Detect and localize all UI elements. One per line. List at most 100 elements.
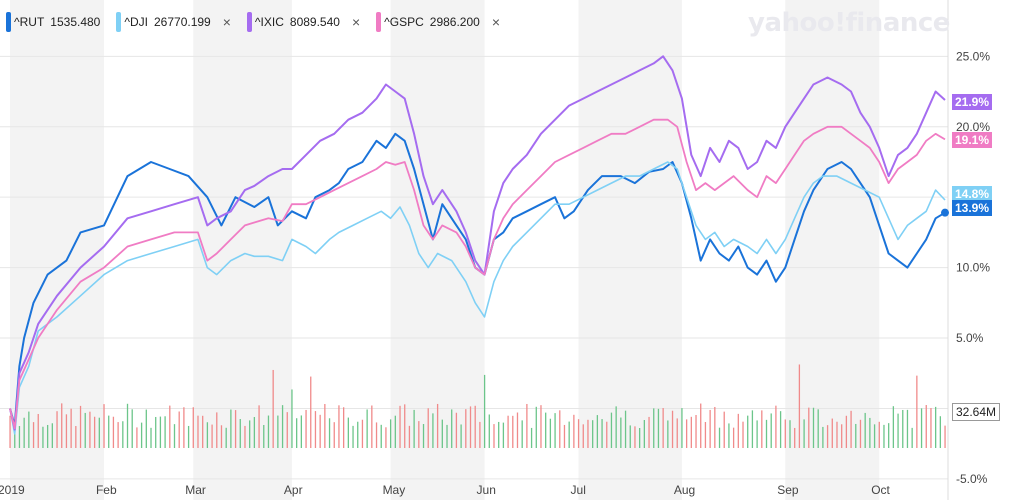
legend-item-gspc[interactable]: ^GSPC 2986.200 ×	[376, 12, 500, 32]
volume-bar	[549, 418, 552, 448]
x-tick-label: Feb	[96, 483, 117, 497]
volume-bar	[695, 415, 697, 448]
volume-bar	[413, 409, 415, 448]
volume-bar	[225, 427, 227, 448]
volume-bar	[112, 416, 115, 448]
x-tick-label: Jul	[571, 483, 586, 497]
close-icon[interactable]: ×	[222, 14, 231, 30]
volume-bar	[573, 414, 575, 448]
volume-bar	[474, 405, 476, 448]
legend-item-dji[interactable]: ^DJI 26770.199 ×	[116, 12, 231, 32]
volume-bar	[667, 420, 669, 448]
volume-bar	[300, 415, 303, 448]
volume-bar	[197, 415, 199, 448]
volume-bar	[281, 405, 284, 448]
volume-bar	[869, 417, 871, 448]
volume-bar	[935, 406, 937, 448]
volume-bar	[75, 426, 77, 448]
volume-bar	[239, 419, 241, 448]
volume-bar	[455, 412, 458, 448]
volume-bar	[521, 420, 523, 448]
volume-bar	[540, 405, 542, 448]
volume-bar	[545, 412, 547, 448]
volume-bar	[140, 422, 143, 448]
volume-bar	[347, 417, 349, 448]
volume-bar	[131, 409, 133, 448]
volume-bar	[371, 405, 373, 448]
y-tick-label: 10.0%	[956, 261, 990, 275]
close-icon[interactable]: ×	[351, 14, 361, 30]
volume-bar	[535, 406, 537, 448]
volume-bar	[249, 420, 251, 448]
volume-bar	[117, 422, 119, 448]
volume-bar	[930, 408, 932, 448]
volume-bar	[920, 408, 923, 448]
grid-lines	[0, 55, 948, 480]
volume-bar	[559, 410, 561, 448]
volume-bar	[728, 423, 730, 448]
volume-bar	[906, 409, 909, 448]
volume-bar	[902, 409, 904, 448]
volume-bar	[577, 419, 580, 448]
volume-bar	[9, 415, 11, 448]
volume-bar	[469, 406, 472, 448]
legend-symbol: ^RUT	[14, 15, 45, 29]
volume-bar	[206, 422, 209, 448]
volume-bar	[98, 417, 100, 448]
volume-bar	[65, 414, 68, 448]
volume-bar	[756, 420, 758, 448]
volume-bar	[488, 414, 490, 448]
volume-badge: 32.64M	[952, 403, 1001, 421]
volume-bar	[103, 404, 105, 448]
volume-bar	[568, 421, 570, 448]
volume-bar	[319, 414, 321, 448]
rut-last-badge: 13.9%	[952, 200, 993, 216]
volume-bar	[258, 405, 260, 448]
volume-bar	[704, 421, 707, 448]
y-tick-label: 25.0%	[956, 49, 990, 63]
volume-bar	[314, 411, 317, 448]
legend-item-rut[interactable]: ^RUT 1535.480	[6, 12, 100, 32]
volume-bar	[173, 424, 176, 448]
volume-bar	[352, 425, 354, 448]
volume-bar	[516, 412, 519, 448]
volume-bar	[779, 411, 782, 448]
volume-bar	[732, 427, 735, 448]
month-band	[193, 0, 292, 500]
volume-bar	[643, 420, 645, 448]
series-line-ixic	[9, 55, 946, 431]
legend-item-ixic[interactable]: ^IXIC 8089.540 ×	[246, 12, 361, 32]
volume-bar	[530, 427, 533, 448]
volume-bar	[46, 424, 49, 448]
volume-bar	[169, 405, 171, 448]
close-icon[interactable]: ×	[491, 14, 501, 30]
volume-bar	[610, 412, 613, 448]
volume-bar	[155, 416, 157, 448]
legend: ^RUT 1535.480 ^DJI 26770.199 × ^IXIC 808…	[6, 12, 500, 32]
month-bands	[10, 0, 880, 500]
volume-bar	[845, 415, 848, 448]
volume-bar	[441, 419, 443, 448]
x-axis: 2019 Feb Mar Apr May Jun Jul Aug Sep Oct	[0, 483, 891, 497]
volume-bar	[939, 416, 942, 448]
volume-bar	[37, 413, 39, 448]
volume-bar	[897, 413, 899, 448]
volume-bar	[723, 411, 725, 448]
x-tick-label: Aug	[674, 483, 695, 497]
volume-bar	[338, 405, 340, 448]
volume-bar	[357, 421, 359, 448]
volume-bar	[841, 424, 843, 448]
volume-bar	[460, 424, 462, 448]
volume-bar	[89, 411, 91, 448]
volume-bar	[648, 416, 650, 448]
volume-bars	[9, 364, 946, 448]
volume-bar	[624, 410, 627, 448]
volume-bar	[850, 410, 852, 448]
volume-bar	[366, 409, 368, 448]
dji-last-badge: 14.8%	[952, 186, 993, 202]
volume-bar	[220, 425, 223, 448]
volume-bar	[507, 415, 509, 448]
volume-bar	[126, 403, 129, 448]
series-line-rut	[9, 132, 946, 427]
